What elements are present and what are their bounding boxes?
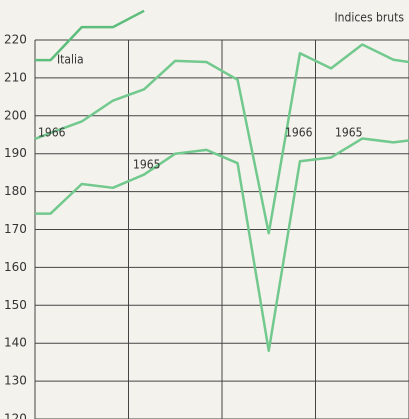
annotation: 1965 [133, 158, 160, 172]
y-tick-label: 170 [4, 222, 27, 236]
y-tick-label: 130 [4, 374, 27, 388]
series-line [35, 9, 145, 62]
series-line [35, 137, 409, 353]
annotation: 1966 [38, 126, 66, 140]
y-tick-label: 220 [4, 33, 27, 47]
y-tick-label: 140 [4, 336, 27, 350]
y-tick-label: 120 [4, 412, 27, 419]
y-tick-label: 210 [4, 70, 27, 84]
y-tick-label: 200 [4, 108, 27, 122]
y-tick-label: 180 [4, 184, 27, 198]
y-tick-label: 160 [4, 260, 27, 274]
series-line [34, 43, 409, 235]
annotation: 1966 [285, 126, 313, 140]
chart-title: Indices bruts [334, 11, 404, 25]
y-tick-label: 190 [4, 146, 27, 160]
legend-label: Italia [57, 53, 84, 67]
y-tick-label: 150 [4, 298, 27, 312]
annotation: 1965 [335, 126, 362, 140]
